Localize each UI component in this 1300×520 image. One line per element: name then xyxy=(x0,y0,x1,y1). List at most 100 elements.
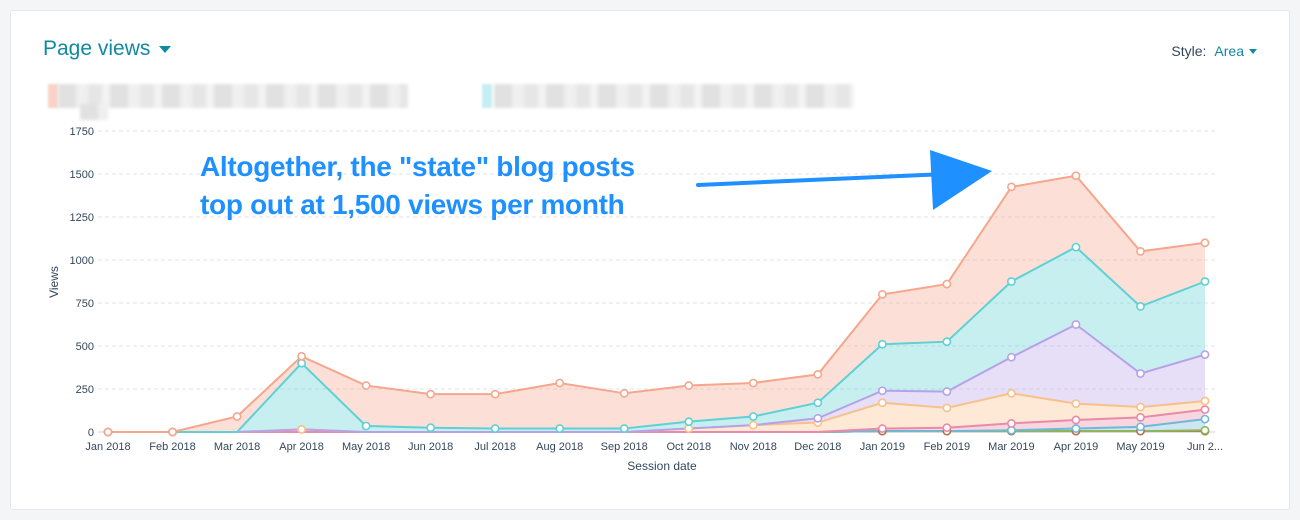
data-point xyxy=(1200,350,1210,359)
page-title: Page views xyxy=(43,37,151,60)
data-point xyxy=(877,386,887,396)
data-point xyxy=(1071,171,1081,181)
data-point xyxy=(1071,242,1081,252)
data-point xyxy=(1071,424,1081,433)
chart-style-control: Style: Area xyxy=(1171,43,1257,59)
legend-swatch-blurred xyxy=(482,84,492,108)
data-point xyxy=(942,403,952,413)
y-tick-label: 1500 xyxy=(70,169,94,181)
data-point xyxy=(1200,414,1210,424)
series-area xyxy=(108,175,1205,432)
x-tick-label: Mar 2018 xyxy=(214,441,260,453)
data-point xyxy=(297,351,306,361)
chevron-down-icon xyxy=(1249,48,1257,54)
y-axis-title: Views xyxy=(47,266,61,298)
annotation-arrow xyxy=(696,150,992,210)
x-tick-label: Aug 2018 xyxy=(536,441,583,453)
data-point xyxy=(555,424,565,433)
style-label: Style: xyxy=(1171,43,1207,59)
series-line xyxy=(108,408,1206,433)
y-tick-label: 1750 xyxy=(70,126,94,138)
data-point xyxy=(1007,352,1016,362)
data-point xyxy=(1071,320,1081,329)
data-point xyxy=(813,369,823,379)
data-point xyxy=(942,387,952,396)
data-point xyxy=(942,337,952,347)
x-tick-label: Jul 2018 xyxy=(474,441,516,453)
annotation-line-2: top out at 1,500 views per month xyxy=(200,189,625,220)
data-point xyxy=(1136,369,1145,378)
y-axis: 0 250 500 750 1000 1250 1500 1750 xyxy=(70,126,94,439)
series-line xyxy=(108,323,1206,433)
data-point xyxy=(877,339,887,349)
series-area xyxy=(108,393,1205,432)
data-point xyxy=(1200,238,1210,248)
x-tick-label: Feb 2018 xyxy=(149,441,195,453)
data-point xyxy=(1136,246,1145,256)
series-lines xyxy=(108,174,1206,433)
data-point xyxy=(1071,399,1081,409)
x-tick-label: Oct 2018 xyxy=(666,441,711,453)
series-area xyxy=(108,324,1205,432)
data-point xyxy=(297,425,306,434)
x-tick-label: May 2019 xyxy=(1116,441,1164,453)
x-tick-label: Dec 2018 xyxy=(794,441,841,453)
report-title-dropdown[interactable]: Page views xyxy=(43,37,172,61)
x-axis-title: Session date xyxy=(627,459,697,473)
y-tick-label: 1250 xyxy=(70,212,94,224)
data-point xyxy=(942,279,952,289)
data-point xyxy=(1007,277,1016,286)
data-point xyxy=(877,398,887,408)
x-tick-label: Jun 2018 xyxy=(408,441,453,453)
y-tick-label: 750 xyxy=(76,298,94,310)
y-tick-label: 1000 xyxy=(70,255,94,267)
data-point xyxy=(877,289,887,299)
annotation-text: Altogether, the "state" blog posts top o… xyxy=(200,148,635,224)
data-point xyxy=(1200,396,1210,406)
data-point xyxy=(942,423,952,433)
data-point xyxy=(1007,388,1016,398)
data-point xyxy=(1136,422,1145,432)
data-point xyxy=(1200,425,1210,435)
x-tick-label: May 2018 xyxy=(342,441,390,453)
x-tick-label: Jan 2019 xyxy=(860,441,905,453)
data-point xyxy=(555,378,565,388)
data-point xyxy=(813,413,823,423)
x-tick-label: Nov 2018 xyxy=(730,441,777,453)
data-point xyxy=(490,424,500,433)
data-point xyxy=(103,427,113,437)
y-tick-label: 500 xyxy=(76,341,94,353)
data-point xyxy=(877,424,887,433)
series-line xyxy=(108,245,1206,433)
data-point xyxy=(619,424,629,433)
legend-swatch-blurred xyxy=(48,84,58,108)
x-tick-label: Jun 2... xyxy=(1187,441,1223,453)
legend-entry-blurred-wrap xyxy=(80,104,108,120)
data-point xyxy=(1007,182,1016,192)
data-point xyxy=(426,423,436,433)
x-tick-label: Mar 2019 xyxy=(988,441,1034,453)
series-line xyxy=(108,174,1206,433)
data-point xyxy=(361,381,371,390)
x-tick-label: Apr 2018 xyxy=(279,441,324,453)
style-dropdown[interactable]: Area xyxy=(1214,43,1257,59)
legend-entry-blurred[interactable] xyxy=(494,84,854,108)
data-point xyxy=(748,420,758,430)
data-point xyxy=(748,412,758,421)
data-point xyxy=(684,417,694,427)
data-point xyxy=(232,412,242,421)
x-tick-label: Apr 2019 xyxy=(1054,441,1099,453)
data-point xyxy=(426,389,436,399)
data-point xyxy=(1007,418,1016,428)
x-tick-label: Sep 2018 xyxy=(601,441,648,453)
data-point xyxy=(168,427,177,437)
data-point xyxy=(1136,402,1145,412)
style-value: Area xyxy=(1214,43,1244,59)
x-axis: Jan 2018 Feb 2018 Mar 2018 Apr 2018 May 2018… xyxy=(85,441,1223,453)
data-point xyxy=(619,388,629,398)
data-point xyxy=(1136,412,1145,422)
data-point xyxy=(748,378,758,388)
legend-entry-blurred[interactable] xyxy=(58,84,408,108)
data-point xyxy=(1200,277,1210,286)
